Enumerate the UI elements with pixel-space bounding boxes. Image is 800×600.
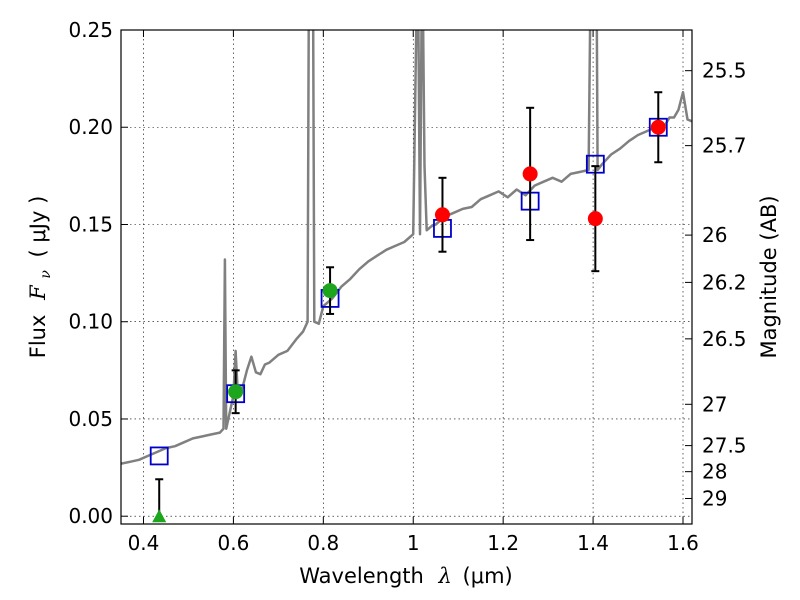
- mag-tick-label: 25.7: [702, 134, 747, 158]
- plot-area: [121, 30, 692, 523]
- y-axis-label-text: Flux: [26, 315, 50, 359]
- observed-flux-point: [587, 211, 603, 227]
- y2-axis-label: Magnitude (AB): [757, 195, 781, 358]
- x-axis-label-symbol: λ: [438, 564, 452, 588]
- y-axis-label-symbol: F: [26, 284, 50, 301]
- y-tick-label: 0.15: [68, 212, 113, 236]
- x-axis-label-text: Wavelength: [299, 564, 424, 588]
- observed-flux-point: [322, 283, 338, 299]
- mag-tick-label: 27.5: [702, 434, 747, 458]
- x-tick-label: 1.6: [667, 531, 699, 555]
- y-tick-label: 0.00: [68, 504, 113, 528]
- x-tick-label: 1.2: [487, 531, 519, 555]
- spectrum-line: [121, 30, 692, 465]
- observed-flux-point: [650, 119, 666, 135]
- y-axis-label-sub: ν: [38, 270, 54, 279]
- y-tick-label: 0.20: [68, 115, 113, 139]
- upper-limit-marker: [152, 509, 167, 523]
- plot-frame: [120, 29, 693, 525]
- x-axis-label-unit: (μm): [463, 564, 513, 588]
- x-axis-label: Wavelength λ (μm): [299, 564, 512, 588]
- mag-tick-label: 28: [702, 460, 727, 484]
- y-axis-label: Flux F ν ( μJy ): [26, 196, 55, 359]
- x-tick-label: 0.6: [217, 531, 249, 555]
- y-tick-label: 0.10: [68, 310, 113, 334]
- mag-tick-label: 26.2: [702, 270, 747, 294]
- mag-tick-label: 29: [702, 486, 727, 510]
- axis-ticks: 0.4 0.6 0.8 1 1.2 1.4 1.6 0.00 0.05 0.10 0.15 0.20 0…: [68, 18, 746, 555]
- x-tick-label: 1.4: [577, 531, 609, 555]
- y-tick-label: 0.05: [68, 407, 113, 431]
- observed-flux-point: [522, 166, 538, 182]
- observed-flux-point: [228, 384, 244, 400]
- model-photometry-square: [149, 446, 169, 466]
- mag-tick-label: 25.5: [702, 59, 747, 83]
- mag-tick-label: 26.5: [702, 327, 747, 351]
- observed-flux-point: [434, 207, 450, 223]
- y-tick-label: 0.25: [68, 18, 113, 42]
- mag-tick-label: 26: [702, 223, 727, 247]
- x-tick-label: 0.8: [307, 531, 339, 555]
- mag-tick-label: 27: [702, 392, 727, 416]
- x-tick-label: 0.4: [128, 531, 160, 555]
- y-axis-label-unit: ( μJy ): [26, 196, 50, 258]
- x-tick-label: 1: [407, 531, 420, 555]
